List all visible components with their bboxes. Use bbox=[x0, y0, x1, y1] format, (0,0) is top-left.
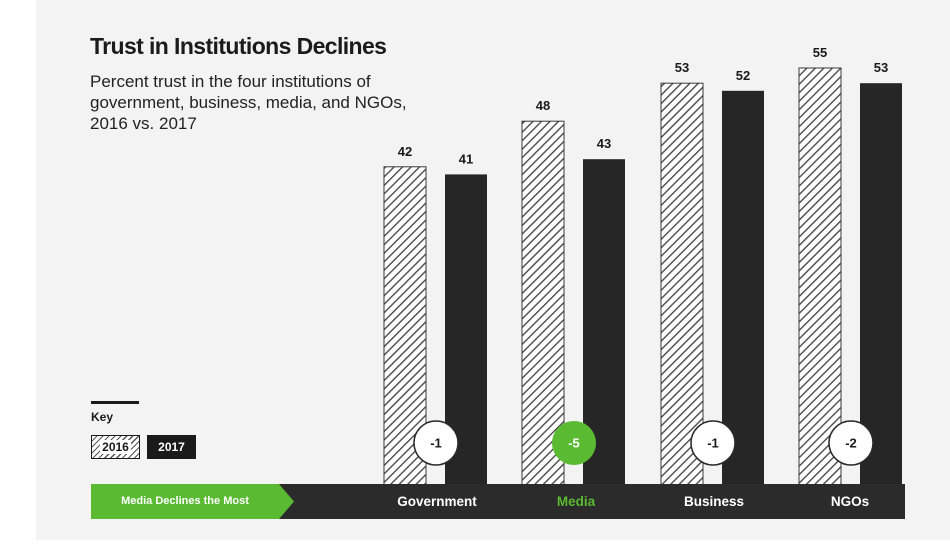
value-label-ngos-2017: 53 bbox=[874, 60, 888, 75]
value-label-business-2016: 53 bbox=[675, 60, 689, 75]
chart-subtitle: Percent trust in the four institutions o… bbox=[90, 72, 407, 133]
bar-ngos-2016 bbox=[798, 67, 842, 487]
value-label-media-2017: 43 bbox=[597, 136, 611, 151]
category-label-business: Business bbox=[683, 494, 745, 509]
value-label-ngos-2016: 55 bbox=[813, 45, 827, 60]
category-label-media: Media bbox=[556, 494, 596, 509]
bar-ngos-2017 bbox=[860, 83, 902, 486]
value-label-media-2016: 48 bbox=[536, 98, 550, 113]
key-rule bbox=[91, 401, 139, 404]
bar-business-2017 bbox=[722, 90, 764, 487]
change-badge-ngos bbox=[828, 420, 874, 466]
value-label-business-2017: 52 bbox=[736, 68, 750, 83]
bar-media-2016 bbox=[521, 120, 565, 487]
value-label-government-2017: 41 bbox=[459, 151, 473, 166]
bar-business-2016 bbox=[660, 82, 704, 487]
change-label-business: -1 bbox=[707, 436, 719, 451]
change-badge-government bbox=[413, 420, 459, 466]
key-2016-swatch: 2016 bbox=[91, 435, 140, 459]
change-label-government: -1 bbox=[430, 436, 442, 451]
value-label-government-2016: 42 bbox=[398, 144, 412, 159]
key-2017-swatch: 2017 bbox=[147, 435, 196, 459]
key-2016-label: 2016 bbox=[100, 440, 131, 454]
highlight-banner-text: Media Declines the Most bbox=[121, 495, 249, 507]
chart-title: Trust in Institutions Declines bbox=[90, 33, 387, 59]
category-label-ngos: NGOs bbox=[830, 494, 870, 509]
category-axis-bar: Media Declines the Most Government Media… bbox=[91, 484, 905, 519]
key-title: Key bbox=[91, 410, 114, 424]
highlight-banner bbox=[91, 484, 294, 519]
change-label-ngos: -2 bbox=[845, 436, 857, 451]
change-badge-business bbox=[690, 420, 736, 466]
change-badge-media bbox=[552, 421, 596, 465]
category-label-government: Government bbox=[397, 494, 477, 509]
change-label-media: -5 bbox=[568, 436, 580, 451]
